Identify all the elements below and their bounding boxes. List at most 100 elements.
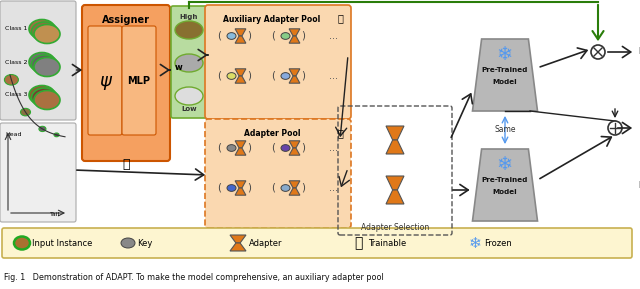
Ellipse shape	[175, 21, 203, 39]
Ellipse shape	[4, 75, 19, 85]
Ellipse shape	[227, 73, 236, 79]
Text: ): )	[301, 71, 305, 81]
Polygon shape	[235, 188, 246, 195]
Polygon shape	[386, 190, 404, 204]
Ellipse shape	[121, 238, 135, 248]
Polygon shape	[235, 148, 246, 155]
Ellipse shape	[34, 58, 60, 77]
Text: Class 2: Class 2	[5, 60, 28, 64]
Text: (: (	[271, 71, 275, 81]
Text: ): )	[301, 183, 305, 193]
Text: Low: Low	[181, 106, 197, 112]
Ellipse shape	[177, 23, 201, 37]
Text: Loss: Loss	[638, 47, 640, 57]
Text: (: (	[271, 183, 275, 193]
Text: (: (	[217, 183, 221, 193]
Ellipse shape	[175, 87, 203, 105]
Ellipse shape	[34, 90, 60, 110]
Text: ): )	[301, 143, 305, 153]
Polygon shape	[289, 188, 300, 195]
Ellipse shape	[14, 236, 30, 249]
Text: ...: ...	[330, 143, 339, 153]
Text: Auxiliary Adapter Pool: Auxiliary Adapter Pool	[223, 14, 321, 23]
Text: (: (	[271, 143, 275, 153]
Text: Pre-Trained: Pre-Trained	[482, 67, 528, 73]
Ellipse shape	[29, 19, 55, 38]
Ellipse shape	[175, 54, 203, 72]
Text: MLP: MLP	[127, 75, 150, 86]
Polygon shape	[289, 181, 300, 188]
Text: 🔥: 🔥	[122, 158, 130, 171]
FancyBboxPatch shape	[205, 119, 351, 228]
Text: ...: ...	[330, 31, 339, 41]
Ellipse shape	[281, 144, 290, 151]
Polygon shape	[289, 76, 300, 83]
Text: Input Instance: Input Instance	[32, 238, 92, 247]
FancyBboxPatch shape	[122, 26, 156, 135]
Ellipse shape	[29, 53, 55, 71]
Text: ❄: ❄	[468, 236, 481, 251]
Polygon shape	[386, 140, 404, 154]
Text: ...: ...	[330, 183, 339, 193]
Polygon shape	[230, 243, 246, 251]
Text: (: (	[271, 31, 275, 41]
Text: Model: Model	[493, 189, 517, 195]
Ellipse shape	[227, 144, 236, 151]
Polygon shape	[289, 69, 300, 76]
Polygon shape	[289, 141, 300, 148]
Polygon shape	[386, 176, 404, 190]
Ellipse shape	[54, 133, 59, 137]
FancyBboxPatch shape	[88, 26, 122, 135]
Polygon shape	[289, 29, 300, 36]
Text: 🔥: 🔥	[337, 13, 343, 23]
Polygon shape	[386, 126, 404, 140]
Polygon shape	[235, 76, 246, 83]
Polygon shape	[235, 36, 246, 43]
Text: ): )	[246, 31, 250, 41]
Ellipse shape	[227, 33, 236, 39]
Text: ): )	[301, 31, 305, 41]
Text: Model: Model	[493, 79, 517, 85]
Text: High: High	[180, 14, 198, 20]
Ellipse shape	[227, 185, 236, 191]
Text: ❄: ❄	[497, 45, 513, 64]
Polygon shape	[235, 29, 246, 36]
Ellipse shape	[31, 55, 58, 74]
Ellipse shape	[29, 86, 55, 105]
Text: Assigner: Assigner	[102, 15, 150, 25]
Text: (: (	[217, 71, 221, 81]
FancyBboxPatch shape	[205, 5, 351, 119]
Text: ...: ...	[330, 71, 339, 81]
Text: Pre-Trained: Pre-Trained	[482, 177, 528, 183]
FancyBboxPatch shape	[0, 1, 76, 120]
Ellipse shape	[20, 108, 31, 116]
FancyBboxPatch shape	[171, 6, 207, 118]
FancyBboxPatch shape	[2, 228, 632, 258]
Text: Adapter: Adapter	[249, 238, 282, 247]
Text: Head: Head	[5, 132, 22, 138]
Text: ψ: ψ	[99, 71, 111, 90]
Text: Class 3: Class 3	[5, 92, 28, 97]
Text: Same: Same	[494, 125, 516, 134]
Polygon shape	[230, 235, 246, 243]
Text: Adapter Selection: Adapter Selection	[361, 223, 429, 232]
Polygon shape	[235, 181, 246, 188]
FancyBboxPatch shape	[82, 5, 170, 161]
Text: 🔥: 🔥	[354, 236, 362, 250]
Text: (: (	[217, 31, 221, 41]
Text: Fig. 1   Demonstration of ADAPT. To make the model comprehensive, an auxiliary a: Fig. 1 Demonstration of ADAPT. To make t…	[4, 273, 384, 283]
Ellipse shape	[281, 73, 290, 79]
Ellipse shape	[591, 45, 605, 59]
Polygon shape	[472, 149, 538, 221]
Ellipse shape	[34, 25, 60, 44]
Text: ): )	[246, 183, 250, 193]
Ellipse shape	[608, 121, 622, 135]
Polygon shape	[289, 148, 300, 155]
Text: (: (	[217, 143, 221, 153]
Polygon shape	[235, 69, 246, 76]
Text: Trainable: Trainable	[368, 238, 406, 247]
Polygon shape	[472, 39, 538, 111]
Text: w: w	[175, 62, 183, 71]
Text: Key: Key	[137, 238, 152, 247]
Ellipse shape	[177, 56, 201, 70]
